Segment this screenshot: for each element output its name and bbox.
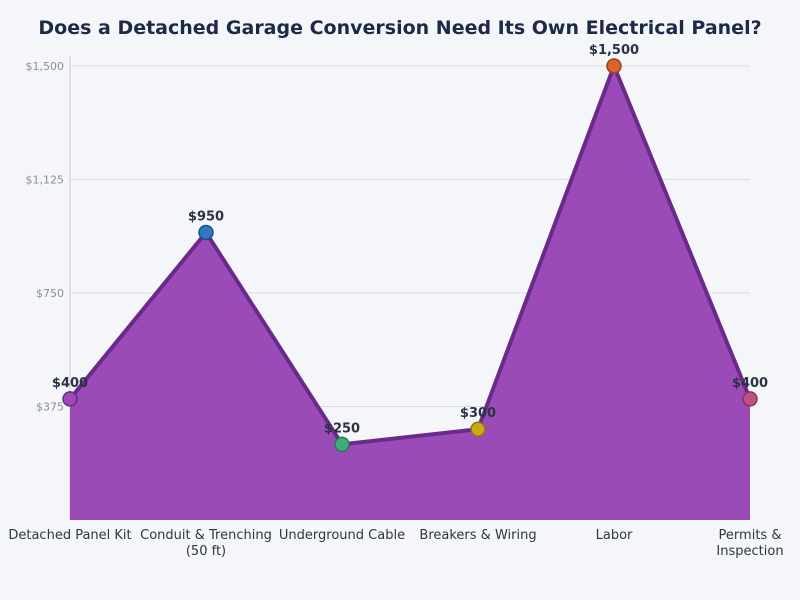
- data-point: [334, 436, 350, 453]
- y-axis-ticks: $375 $750 $1,125 $1,500: [26, 60, 65, 414]
- y-tick-label: $1,125: [26, 174, 65, 187]
- y-tick-label: $750: [36, 287, 64, 300]
- x-tick-label: Underground Cable: [279, 528, 405, 543]
- data-point: [470, 421, 486, 437]
- area-fill: [70, 66, 750, 520]
- data-point: [62, 391, 78, 407]
- area-series: [68, 64, 752, 520]
- data-labels: $400 $950 $250 $300 $1,500 $400: [52, 43, 768, 436]
- data-label: $950: [188, 209, 224, 224]
- data-points: [62, 58, 758, 453]
- data-point: [198, 224, 214, 241]
- x-tick-label: Conduit & Trenching (50 ft): [140, 528, 272, 559]
- x-tick-label: Labor: [596, 528, 633, 543]
- y-tick-label: $1,500: [26, 60, 65, 73]
- data-label: $300: [460, 406, 496, 421]
- x-axis-ticks: Detached Panel Kit Conduit & Trenching (50…: [8, 528, 783, 559]
- x-tick-label: Permits & Inspection: [716, 528, 783, 559]
- data-label: $400: [732, 376, 768, 391]
- data-label: $1,500: [589, 43, 639, 58]
- series-line: [68, 64, 752, 447]
- y-tick-label: $375: [36, 401, 64, 414]
- data-point: [742, 391, 758, 407]
- data-label: $400: [52, 376, 88, 391]
- data-label: $250: [324, 421, 360, 436]
- x-tick-label: Detached Panel Kit: [8, 528, 131, 543]
- x-tick-label: Breakers & Wiring: [419, 528, 536, 543]
- data-point: [606, 58, 622, 74]
- chart-title: Does a Detached Garage Conversion Need I…: [38, 17, 761, 39]
